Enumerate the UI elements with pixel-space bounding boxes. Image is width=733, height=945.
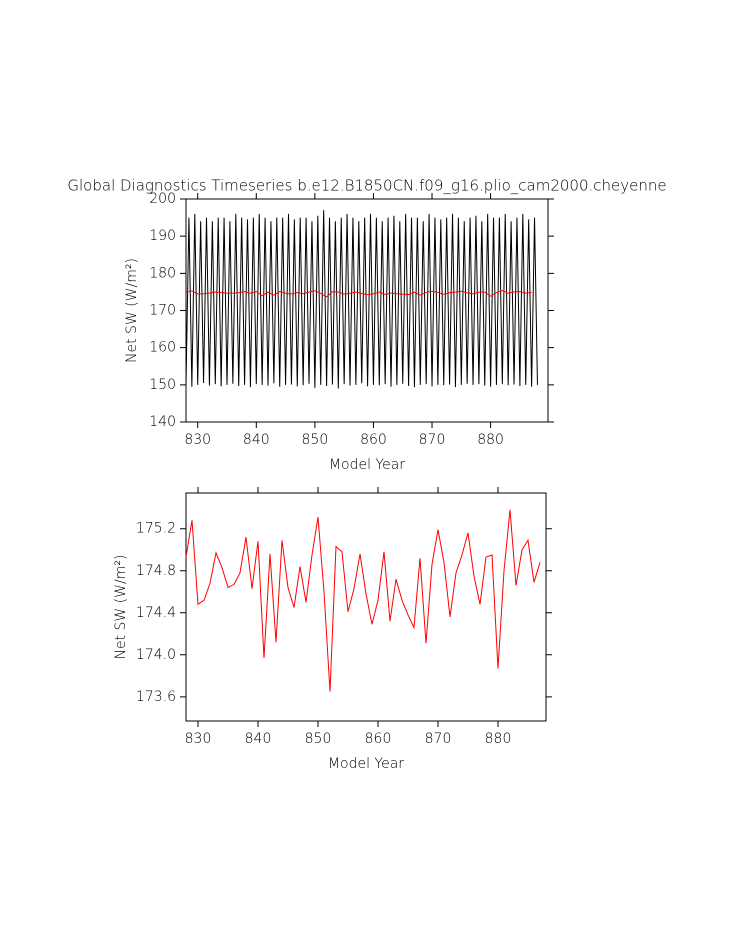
series-line [185,289,532,298]
y-tick-label: 174.4 [136,605,176,621]
y-tick-label: 174.8 [136,563,176,579]
x-tick-label: 850 [302,432,329,448]
x-tick-label: 870 [419,432,446,448]
y-tick-label: 200 [149,191,176,207]
y-tick-label: 190 [149,228,176,244]
series-line [185,509,541,692]
y-tick-label: 160 [149,340,176,356]
x-tick-label: 850 [305,731,332,747]
x-tick-label: 830 [185,731,212,747]
x-axis-label: Model Year [328,756,404,772]
y-tick-label: 175.2 [136,521,176,537]
x-tick-label: 880 [485,731,512,747]
x-tick-label: 880 [477,432,504,448]
x-tick-label: 840 [243,432,270,448]
y-axis-label: Net SW (W/m²) [124,258,140,363]
x-tick-label: 870 [425,731,452,747]
x-tick-label: 830 [184,432,211,448]
x-tick-label: 860 [365,731,392,747]
y-tick-label: 170 [149,303,176,319]
y-tick-label: 174.0 [136,647,176,663]
x-tick-label: 860 [360,432,387,448]
x-tick-label: 840 [245,731,272,747]
plot-frame [185,492,547,722]
series-line [185,210,538,389]
chart-title: Global Diagnostics Timeseries b.e12.B185… [67,177,666,195]
y-tick-label: 180 [149,265,176,281]
y-tick-label: 150 [149,377,176,393]
y-tick-label: 173.6 [136,689,176,705]
y-axis-label: Net SW (W/m²) [113,555,129,660]
y-tick-label: 140 [149,414,176,430]
x-axis-label: Model Year [329,457,405,473]
